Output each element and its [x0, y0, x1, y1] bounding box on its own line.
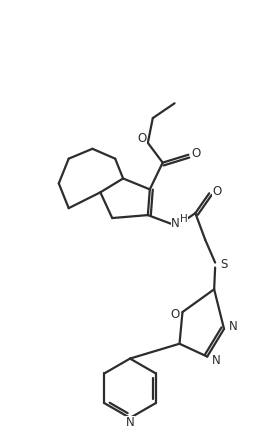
Text: O: O [170, 308, 179, 320]
Text: H: H [180, 214, 187, 224]
Text: O: O [213, 185, 222, 198]
Text: N: N [126, 417, 134, 430]
Text: N: N [228, 320, 237, 333]
Text: O: O [137, 132, 147, 145]
Text: N: N [171, 218, 180, 231]
Text: S: S [220, 258, 228, 271]
Text: N: N [212, 354, 221, 367]
Text: O: O [192, 147, 201, 160]
